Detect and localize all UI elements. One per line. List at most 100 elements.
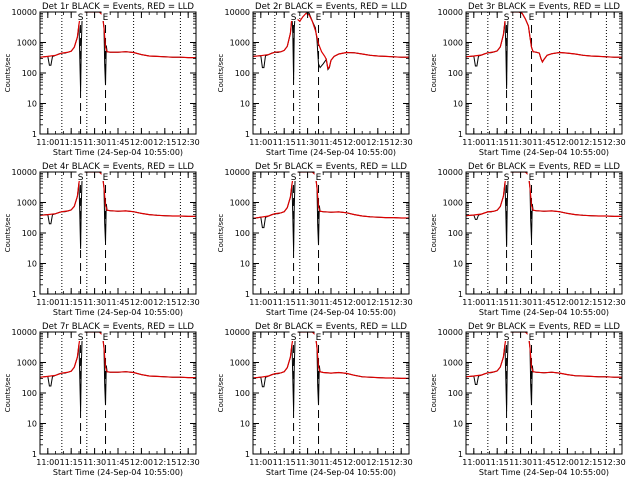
interval-marker-label: E — [316, 173, 322, 183]
y-tick-label: 10000 — [12, 328, 37, 337]
marker-background — [76, 171, 85, 181]
x-tick-label: 12:30 — [390, 138, 413, 147]
x-tick-label: 12:00 — [343, 298, 366, 307]
y-axis-label: Counts/sec — [217, 54, 225, 93]
series-group — [40, 12, 196, 92]
y-tick-label: 1000 — [230, 359, 250, 368]
x-tick-label: 11:15 — [486, 138, 509, 147]
interval-marker-label: S — [78, 173, 84, 183]
panel-title: Det 1r BLACK = Events, RED = LLD — [42, 2, 194, 12]
marker-background — [527, 11, 536, 21]
panel-title: Det 7r BLACK = Events, RED = LLD — [42, 322, 194, 332]
interval-marker-label: S — [291, 333, 297, 343]
y-tick-label: 1000 — [17, 39, 37, 48]
interval-marker-label: S — [78, 333, 84, 343]
y-tick-label: 10 — [453, 260, 463, 269]
interval-marker-label: S — [504, 173, 510, 183]
y-tick-label: 10 — [27, 100, 37, 109]
y-tick-label: 100 — [22, 69, 37, 78]
interval-marker-label: E — [529, 173, 535, 183]
marker-background — [289, 331, 298, 341]
detector-panel-9: 1 10 100 1000 10000 11:00 11:15 11:30 11:45 12:00… — [430, 322, 626, 477]
y-tick-label: 1000 — [443, 39, 463, 48]
detector-panel-3: 1 10 100 1000 10000 11:00 11:15 11:30 11:45 12:00… — [430, 2, 626, 157]
panel-title: Det 8r BLACK = Events, RED = LLD — [255, 322, 407, 332]
y-axis-label: Counts/sec — [217, 374, 225, 413]
y-tick-label: 1 — [32, 130, 37, 139]
x-tick-label: 12:30 — [603, 138, 626, 147]
lld-series-line — [40, 332, 196, 379]
lld-series-line — [466, 172, 622, 217]
marker-background — [76, 11, 85, 21]
y-tick-label: 100 — [235, 229, 250, 238]
x-axis-label: Start Time (24-Sep-04 10:55:00) — [479, 468, 609, 477]
detector-panel-6: 1 10 100 1000 10000 11:00 11:15 11:30 11:45 12:00… — [430, 162, 626, 317]
detector-panel-4: 1 10 100 1000 10000 11:00 11:15 11:30 11:45 12:00… — [4, 162, 200, 317]
x-tick-label: 12:30 — [177, 458, 200, 467]
x-tick-label: 11:45 — [319, 138, 342, 147]
y-tick-label: 1000 — [230, 39, 250, 48]
y-axis-label: Counts/sec — [4, 374, 12, 413]
interval-marker-label: E — [529, 13, 535, 23]
x-tick-label: 12:15 — [366, 298, 389, 307]
x-axis-label: Start Time (24-Sep-04 10:55:00) — [479, 308, 609, 317]
y-tick-label: 1000 — [17, 199, 37, 208]
lld-series-line — [40, 12, 196, 59]
x-tick-label: 12:15 — [366, 138, 389, 147]
y-tick-label: 1000 — [443, 199, 463, 208]
x-tick-label: 12:00 — [556, 138, 579, 147]
x-axis-label: Start Time (24-Sep-04 10:55:00) — [266, 468, 396, 477]
x-tick-label: 11:00 — [249, 298, 272, 307]
x-tick-label: 11:45 — [106, 138, 129, 147]
y-tick-label: 10 — [27, 420, 37, 429]
x-tick-label: 12:30 — [603, 298, 626, 307]
x-axis-label: Start Time (24-Sep-04 10:55:00) — [53, 468, 183, 477]
interval-marker-label: E — [316, 333, 322, 343]
x-tick-label: 11:30 — [83, 458, 106, 467]
series-group — [253, 332, 409, 412]
lld-series-line — [466, 12, 622, 64]
y-axis-label: Counts/sec — [430, 214, 438, 253]
x-tick-label: 11:45 — [532, 458, 555, 467]
y-tick-label: 10 — [240, 420, 250, 429]
series-group — [40, 332, 196, 412]
series-group — [466, 332, 622, 412]
x-tick-label: 11:15 — [60, 138, 83, 147]
panel-title: Det 9r BLACK = Events, RED = LLD — [468, 322, 620, 332]
detector-panel-5: 1 10 100 1000 10000 11:00 11:15 11:30 11:45 12:00… — [217, 162, 413, 317]
y-tick-label: 100 — [235, 69, 250, 78]
x-tick-label: 12:15 — [579, 138, 602, 147]
x-tick-label: 12:30 — [177, 298, 200, 307]
lld-series-line — [253, 12, 409, 70]
y-tick-label: 10000 — [225, 8, 250, 17]
interval-marker-label: E — [316, 13, 322, 23]
x-tick-label: 11:30 — [296, 298, 319, 307]
series-group — [466, 12, 622, 89]
x-tick-label: 12:15 — [579, 298, 602, 307]
x-tick-label: 11:45 — [319, 298, 342, 307]
interval-marker-label: S — [291, 173, 297, 183]
lld-series-line — [253, 332, 409, 379]
x-axis-label: Start Time (24-Sep-04 10:55:00) — [266, 148, 396, 157]
marker-background — [101, 331, 110, 341]
x-tick-label: 11:30 — [83, 298, 106, 307]
interval-marker-label: E — [103, 173, 109, 183]
y-tick-label: 10000 — [12, 168, 37, 177]
y-tick-label: 1 — [245, 130, 250, 139]
x-tick-label: 11:00 — [462, 298, 485, 307]
x-tick-label: 11:00 — [36, 458, 59, 467]
y-axis-label: Counts/sec — [430, 374, 438, 413]
x-tick-label: 12:00 — [130, 298, 153, 307]
x-tick-label: 11:30 — [296, 458, 319, 467]
x-tick-label: 12:30 — [603, 458, 626, 467]
x-tick-label: 12:00 — [556, 298, 579, 307]
y-tick-label: 100 — [22, 389, 37, 398]
y-tick-label: 1 — [458, 290, 463, 299]
marker-background — [289, 171, 298, 181]
y-tick-label: 10 — [453, 100, 463, 109]
x-tick-label: 12:15 — [153, 458, 176, 467]
panel-title: Det 3r BLACK = Events, RED = LLD — [468, 2, 620, 12]
interval-marker-label: E — [529, 333, 535, 343]
